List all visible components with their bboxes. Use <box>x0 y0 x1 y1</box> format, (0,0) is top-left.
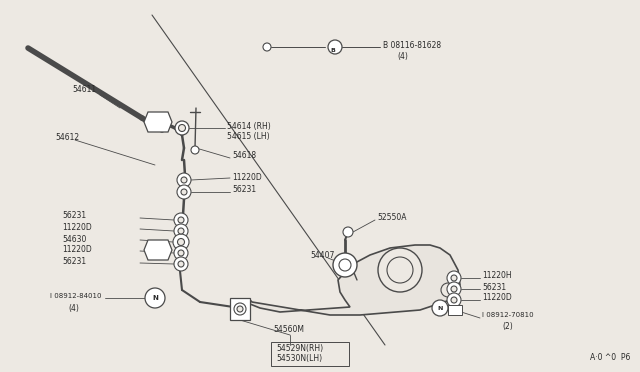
Text: 56231: 56231 <box>62 212 86 221</box>
Text: 54530N(LH): 54530N(LH) <box>276 353 322 362</box>
Circle shape <box>174 257 188 271</box>
Circle shape <box>447 271 461 285</box>
Polygon shape <box>144 240 172 260</box>
Text: 54618: 54618 <box>232 151 256 160</box>
Text: 52550A: 52550A <box>377 214 406 222</box>
Circle shape <box>178 250 184 256</box>
Text: A·0 ^0  P6: A·0 ^0 P6 <box>590 353 630 362</box>
Text: B 08116-81628: B 08116-81628 <box>383 41 441 49</box>
Text: N: N <box>152 295 158 301</box>
Text: 54529N(RH): 54529N(RH) <box>276 343 323 353</box>
Circle shape <box>237 306 243 312</box>
Circle shape <box>177 173 191 187</box>
Circle shape <box>451 275 457 281</box>
Circle shape <box>181 177 187 183</box>
Text: 56231: 56231 <box>232 186 256 195</box>
Circle shape <box>173 234 189 250</box>
Text: 11220D: 11220D <box>232 173 262 182</box>
Bar <box>230 298 250 320</box>
Circle shape <box>339 259 351 271</box>
Text: 54560M: 54560M <box>273 326 304 334</box>
Text: 54611: 54611 <box>72 86 96 94</box>
Polygon shape <box>144 112 172 132</box>
Circle shape <box>177 185 191 199</box>
Circle shape <box>174 246 188 260</box>
Circle shape <box>387 257 413 283</box>
Circle shape <box>174 224 188 238</box>
Bar <box>271 342 349 366</box>
Text: 11220D: 11220D <box>62 224 92 232</box>
Circle shape <box>181 189 187 195</box>
Text: 56231: 56231 <box>482 282 506 292</box>
Text: N: N <box>437 305 443 311</box>
Circle shape <box>333 253 357 277</box>
Text: 11220H: 11220H <box>482 272 511 280</box>
Circle shape <box>451 286 457 292</box>
Text: (4): (4) <box>68 304 79 312</box>
Circle shape <box>348 262 356 270</box>
Circle shape <box>178 217 184 223</box>
Circle shape <box>191 146 199 154</box>
Polygon shape <box>250 245 460 315</box>
Circle shape <box>447 293 461 307</box>
Circle shape <box>451 297 457 303</box>
Text: 56231: 56231 <box>62 257 86 266</box>
Text: B: B <box>331 48 335 52</box>
Text: (4): (4) <box>397 52 408 61</box>
Circle shape <box>378 248 422 292</box>
Text: Ӏ 08912-70810: Ӏ 08912-70810 <box>482 312 534 318</box>
Circle shape <box>328 40 342 54</box>
Circle shape <box>179 125 186 131</box>
Circle shape <box>174 213 188 227</box>
Circle shape <box>178 228 184 234</box>
Circle shape <box>441 283 455 297</box>
Circle shape <box>263 43 271 51</box>
Circle shape <box>447 282 461 296</box>
Circle shape <box>234 303 246 315</box>
Text: (2): (2) <box>502 323 513 331</box>
Circle shape <box>178 261 184 267</box>
Text: 54407: 54407 <box>310 250 334 260</box>
Text: 54615 (LH): 54615 (LH) <box>227 131 269 141</box>
Circle shape <box>177 238 184 246</box>
Text: 54630: 54630 <box>62 234 86 244</box>
Text: Ӏ 08912-84010: Ӏ 08912-84010 <box>50 293 102 299</box>
Circle shape <box>432 300 448 316</box>
Text: 54614 (RH): 54614 (RH) <box>227 122 271 131</box>
Bar <box>448 305 462 315</box>
Text: 11220D: 11220D <box>482 294 512 302</box>
Text: 11220D: 11220D <box>62 246 92 254</box>
Circle shape <box>343 227 353 237</box>
Circle shape <box>175 121 189 135</box>
Circle shape <box>145 288 165 308</box>
Text: 54612: 54612 <box>55 134 79 142</box>
